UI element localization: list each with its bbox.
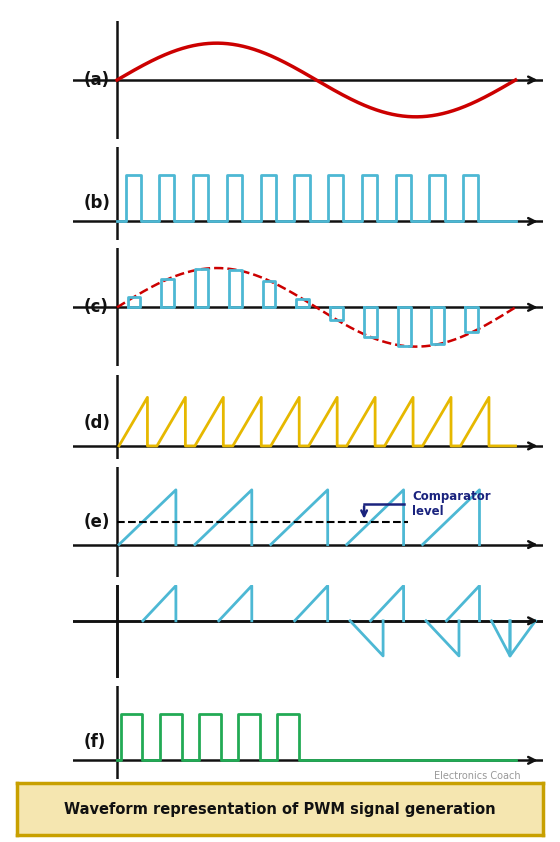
Text: Electronics Coach: Electronics Coach	[434, 771, 521, 781]
Text: (f): (f)	[84, 733, 106, 751]
Text: (c): (c)	[84, 298, 109, 317]
Text: Comparator
level: Comparator level	[412, 489, 491, 518]
Text: Waveform representation of PWM signal generation: Waveform representation of PWM signal ge…	[64, 802, 496, 817]
Text: (b): (b)	[84, 194, 111, 212]
Text: (d): (d)	[84, 414, 111, 432]
Text: (e): (e)	[84, 513, 110, 530]
Text: (a): (a)	[84, 71, 110, 89]
